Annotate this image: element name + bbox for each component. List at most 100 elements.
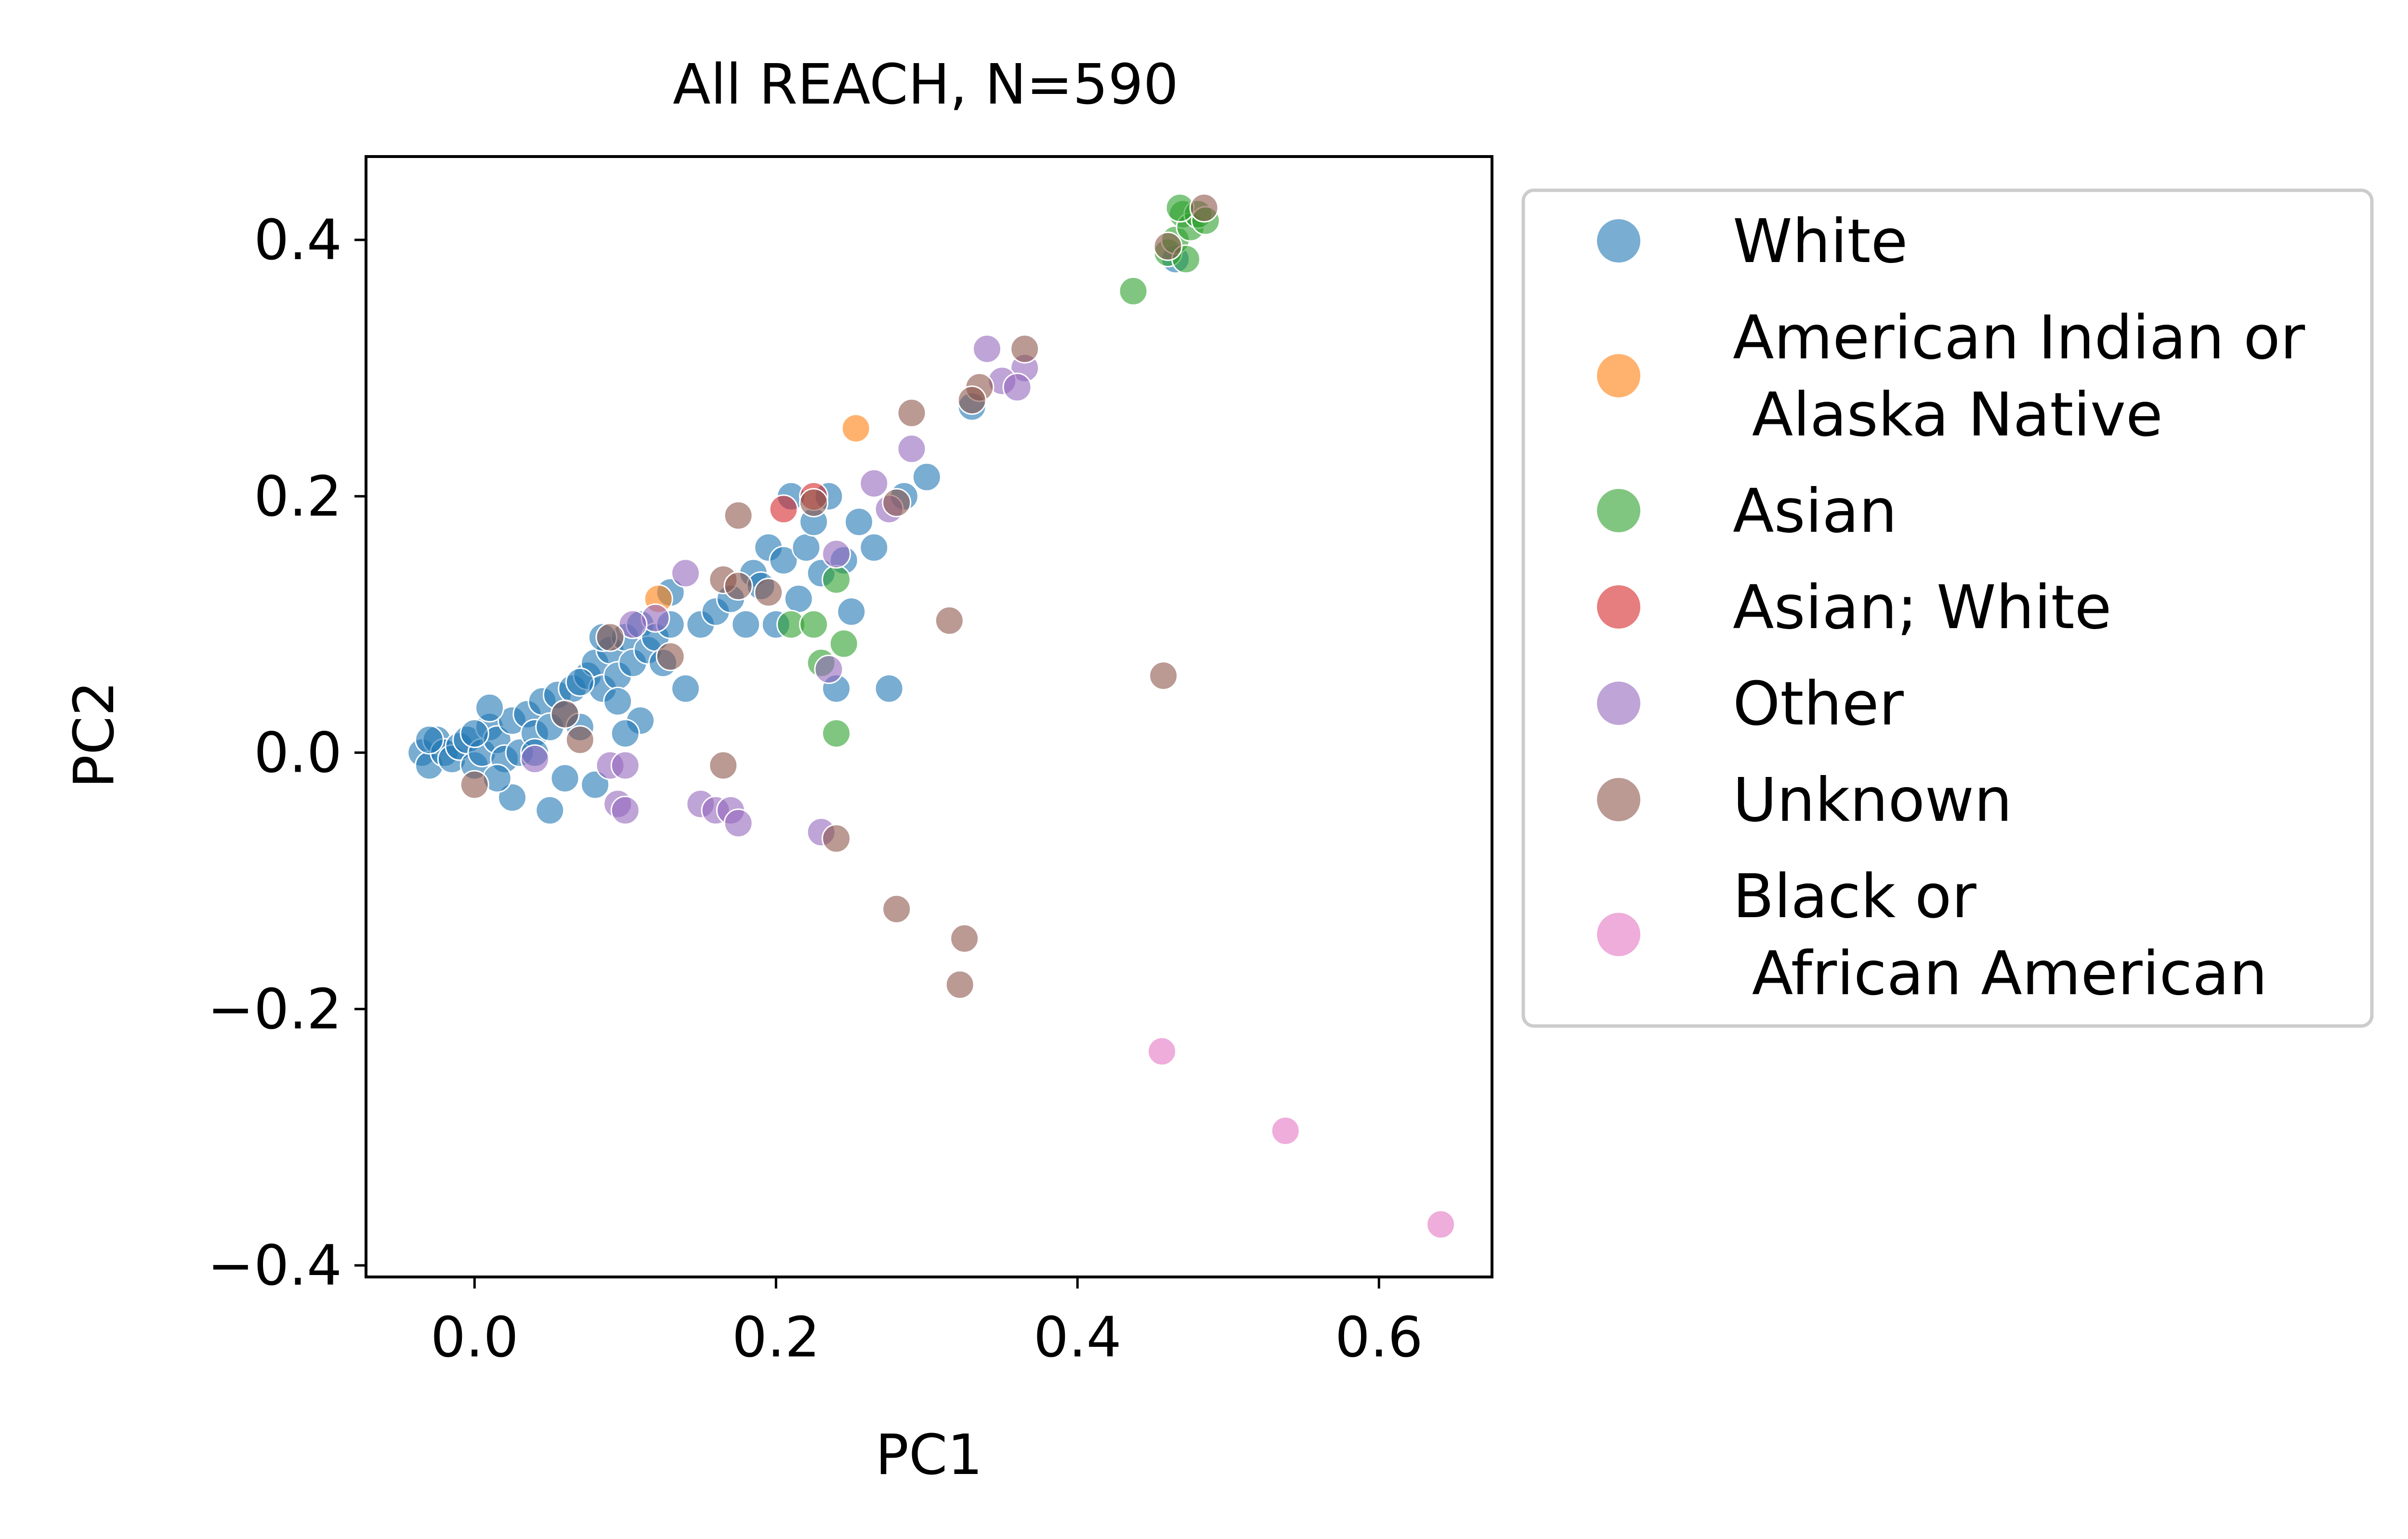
data-point-series-6-1 <box>1270 1116 1300 1146</box>
data-point-series-5-11 <box>754 578 784 607</box>
legend-items: White American Indian or Alaska Native Asi… <box>1597 207 2305 1009</box>
points-layer <box>407 193 1456 1239</box>
legend-marker-5 <box>1597 778 1640 821</box>
legend-marker-0 <box>1597 219 1640 263</box>
data-point-series-5-16 <box>882 894 912 924</box>
y-tick-label-4: −0.4 <box>208 1234 342 1298</box>
data-point-series-6-2 <box>1426 1210 1456 1239</box>
data-point-series-0-74 <box>603 686 633 716</box>
data-point-series-0-53 <box>844 507 874 537</box>
data-point-series-0-60 <box>550 763 580 793</box>
legend-marker-4 <box>1597 682 1640 725</box>
legend-label-3: Asian; White <box>1733 573 2112 643</box>
legend-label-5: Unknown <box>1733 765 2012 835</box>
data-point-series-0-61 <box>580 770 610 800</box>
legend-marker-1 <box>1597 354 1640 397</box>
data-point-series-5-12 <box>934 605 964 635</box>
data-point-series-5-14 <box>708 750 738 780</box>
x-tick-label-1: 0.2 <box>732 1305 820 1370</box>
y-tick-label-1: 0.2 <box>254 464 342 529</box>
legend-marker-2 <box>1597 489 1640 532</box>
data-point-series-1-0 <box>841 413 871 443</box>
data-point-series-0-73 <box>565 667 595 697</box>
x-tick-label-2: 0.4 <box>1034 1305 1122 1370</box>
data-point-series-4-5 <box>859 469 889 499</box>
plot-area <box>365 155 1493 1278</box>
data-point-series-6-0 <box>1147 1037 1177 1066</box>
data-point-series-5-4 <box>957 385 987 415</box>
data-point-series-5-20 <box>565 725 595 755</box>
y-tick-label-3: −0.2 <box>208 977 342 1042</box>
data-point-series-2-9 <box>822 719 851 749</box>
x-tick-label-3: 0.6 <box>1335 1305 1423 1370</box>
data-point-series-2-0 <box>1118 276 1148 306</box>
data-point-series-4-21 <box>618 609 648 639</box>
legend-label-4: Other <box>1733 669 1904 739</box>
data-point-series-4-19 <box>520 744 550 774</box>
data-point-series-0-52 <box>837 597 866 627</box>
y-axis-label: PC2 <box>62 681 127 789</box>
data-point-series-2-11 <box>829 629 859 658</box>
y-axis-ticks: 0.4 0.2 0.0 −0.2 −0.4 <box>208 208 366 1298</box>
legend-label-6: Black or African American <box>1733 862 2267 1009</box>
data-point-series-5-22 <box>655 642 685 671</box>
legend-label-2: Asian <box>1733 476 1897 546</box>
data-point-series-0-59 <box>475 693 505 723</box>
x-axis-label: PC1 <box>876 1423 983 1487</box>
data-point-series-5-10 <box>723 571 753 601</box>
data-point-series-5-7 <box>723 500 753 530</box>
data-point-series-5-18 <box>945 970 975 1000</box>
data-point-series-0-54 <box>859 533 889 563</box>
data-point-series-5-21 <box>550 699 580 729</box>
data-point-series-4-11 <box>610 750 640 780</box>
legend-marker-3 <box>1597 585 1640 629</box>
axes-frame <box>365 155 1493 1278</box>
legend-label-0: White <box>1733 207 1908 276</box>
data-point-series-0-34 <box>671 674 700 703</box>
data-point-series-4-4 <box>897 434 927 464</box>
data-point-series-4-7 <box>671 558 700 588</box>
data-point-series-0-66 <box>610 719 640 749</box>
y-tick-label-2: 0.0 <box>254 721 342 786</box>
data-point-series-0-64 <box>459 719 489 749</box>
data-point-series-4-0 <box>972 334 1002 364</box>
data-point-series-4-9 <box>814 655 844 684</box>
legend-label-1: American Indian or Alaska Native <box>1733 303 2305 450</box>
legend-frame <box>1521 188 2374 1028</box>
data-point-series-0-43 <box>769 545 798 575</box>
data-point-series-5-23 <box>459 770 489 800</box>
chart-title: All REACH, N=590 <box>673 53 1178 117</box>
data-point-series-3-0 <box>769 494 798 524</box>
data-point-series-5-19 <box>595 622 625 652</box>
data-point-series-4-8 <box>822 539 851 569</box>
data-point-series-5-13 <box>1149 661 1178 691</box>
data-point-series-5-2 <box>1010 334 1040 364</box>
data-point-series-4-3 <box>1002 372 1032 402</box>
data-point-series-0-57 <box>912 462 942 492</box>
data-point-series-5-6 <box>882 488 912 518</box>
data-point-series-0-55 <box>874 674 904 703</box>
data-point-series-0-45 <box>784 584 813 614</box>
data-point-series-0-46 <box>791 533 821 563</box>
data-point-series-0-62 <box>535 795 565 825</box>
data-point-series-4-13 <box>610 795 640 825</box>
legend: White American Indian or Alaska Native Asi… <box>1521 188 2374 1028</box>
data-point-series-4-17 <box>723 808 753 838</box>
data-point-series-2-13 <box>822 565 851 594</box>
data-point-series-5-5 <box>897 398 927 428</box>
x-tick-label-0: 0.0 <box>431 1305 519 1370</box>
data-point-series-5-1 <box>1153 231 1183 261</box>
data-point-series-0-38 <box>731 609 761 639</box>
x-axis-ticks: 0.0 0.2 0.4 0.6 <box>431 1277 1423 1370</box>
data-point-series-5-0 <box>1189 193 1219 223</box>
data-point-series-2-14 <box>799 609 829 639</box>
data-point-series-0-63 <box>497 783 527 813</box>
legend-marker-6 <box>1597 913 1640 956</box>
data-point-series-5-17 <box>950 923 980 953</box>
y-tick-label-0: 0.4 <box>254 208 342 273</box>
data-point-series-5-15 <box>822 824 851 854</box>
data-point-series-5-8 <box>799 488 829 518</box>
data-point-series-0-70 <box>415 725 444 755</box>
